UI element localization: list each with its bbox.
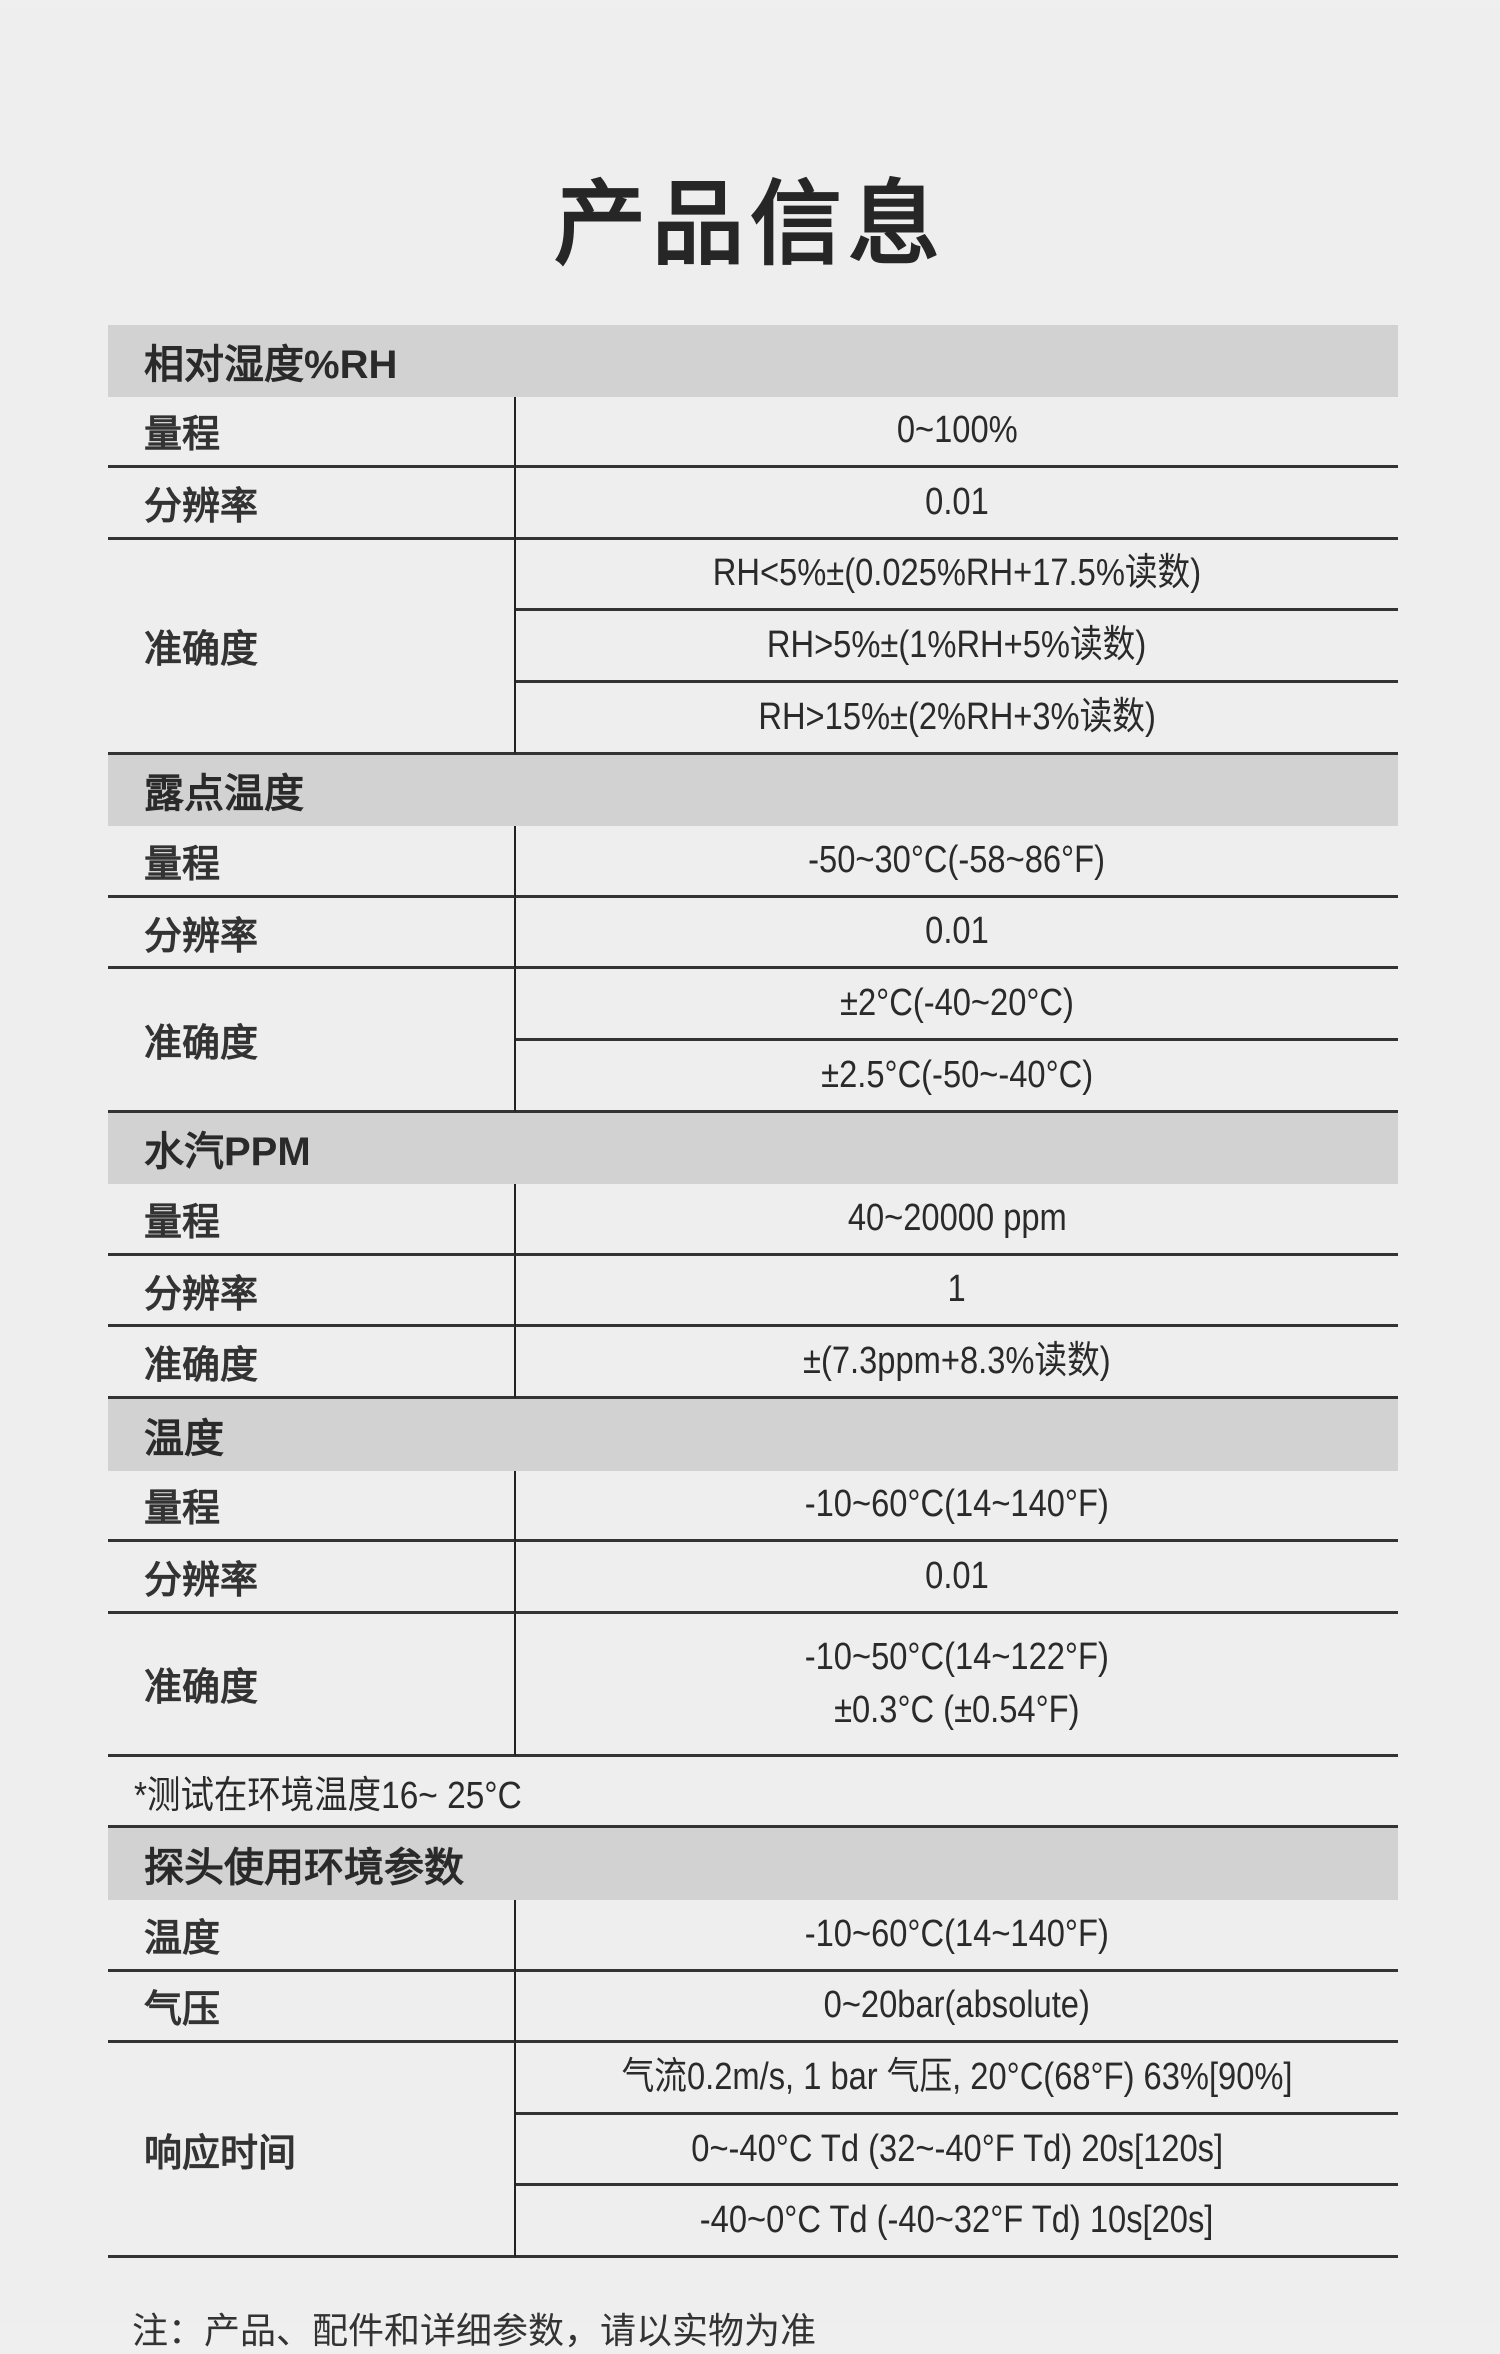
spec-values: -10~50°C(14~122°F) ±0.3°C (±0.54°F) <box>516 1614 1398 1757</box>
spec-value-text: -10~50°C(14~122°F) ±0.3°C (±0.54°F) <box>804 1635 1110 1731</box>
spec-label: 分辨率 <box>108 897 516 970</box>
spec-value: 0.01 <box>516 468 1398 540</box>
spec-row: 响应时间 气流0.2m/s, 1 bar 气压, 20°C(68°F) 63%[9… <box>108 2043 1398 2259</box>
spec-value-text: ±2°C(-40~20°C) <box>840 982 1074 1025</box>
note-text: *测试在环境温度16~ 25°C <box>134 1774 522 1817</box>
spec-values: 1 <box>516 1256 1398 1328</box>
spec-value: 0~100% <box>516 397 1398 469</box>
spec-value-text: 1 <box>947 1268 967 1311</box>
spec-value: 0~20bar(absolute) <box>516 1972 1398 2044</box>
section-heading: 相对湿度%RH <box>108 325 1398 397</box>
spec-value-text: RH<5%±(0.025%RH+17.5%读数) <box>712 552 1202 595</box>
spec-label: 气压 <box>108 1971 516 2044</box>
spec-row: 气压 0~20bar(absolute) <box>108 1971 1398 2044</box>
footer-note: 注：产品、配件和详细参数，请以实物为准 <box>132 2310 817 2351</box>
spec-value: ±2.5°C(-50~-40°C) <box>516 1041 1398 1113</box>
spec-values: ±(7.3ppm+8.3%读数) <box>516 1327 1398 1399</box>
spec-values: 40~20000 ppm <box>516 1184 1398 1256</box>
spec-value-text: 40~20000 ppm <box>847 1196 1067 1239</box>
spec-values: 0~100% <box>516 397 1398 469</box>
spec-label: 分辨率 <box>108 468 516 540</box>
spec-row: 温度 -10~60°C(14~140°F) <box>108 1900 1398 1972</box>
spec-label: 量程 <box>108 1184 516 1256</box>
spec-row: 准确度 RH<5%±(0.025%RH+17.5%读数) RH>5%±(1%RH+5… <box>108 539 1398 755</box>
spec-row: 分辨率 1 <box>108 1255 1398 1328</box>
spec-row: 量程 -50~30°C(-58~86°F) <box>108 826 1398 898</box>
spec-values: 气流0.2m/s, 1 bar 气压, 20°C(68°F) 63%[90%] 0… <box>516 2043 1398 2259</box>
spec-value-text: -50~30°C(-58~86°F) <box>808 838 1106 881</box>
spec-values: 0.01 <box>516 468 1398 540</box>
spec-values: RH<5%±(0.025%RH+17.5%读数) RH>5%±(1%RH+5%读数… <box>516 540 1398 755</box>
spec-value: -10~60°C(14~140°F) <box>516 1471 1398 1543</box>
spec-value-text: RH>15%±(2%RH+3%读数) <box>758 695 1156 738</box>
section-heading: 水汽PPM <box>108 1112 1398 1185</box>
spec-value-text: 0~-40°C Td (32~-40°F Td) 20s[120s] <box>691 2127 1223 2170</box>
section-heading: 探头使用环境参数 <box>108 1828 1398 1901</box>
spec-label: 量程 <box>108 396 516 469</box>
spec-value-text: ±2.5°C(-50~-40°C) <box>820 1053 1094 1096</box>
spec-value: 气流0.2m/s, 1 bar 气压, 20°C(68°F) 63%[90%] <box>516 2043 1398 2115</box>
spec-table: 相对湿度%RH 量程 0~100% 分辨率 0.01 准确度 RH<5%±(0.025%RH… <box>108 325 1398 2259</box>
spec-value-text: -40~0°C Td (-40~32°F Td) 10s[20s] <box>700 2199 1214 2242</box>
spec-value: RH>15%±(2%RH+3%读数) <box>516 683 1398 755</box>
spec-value-text: 0.01 <box>925 910 989 953</box>
spec-label: 量程 <box>108 826 516 898</box>
spec-value-text: -10~60°C(14~140°F) <box>804 1912 1110 1955</box>
spec-row: 量程 0~100% <box>108 396 1398 469</box>
spec-value-text: 气流0.2m/s, 1 bar 气压, 20°C(68°F) 63%[90%] <box>621 2055 1293 2098</box>
spec-value: -10~60°C(14~140°F) <box>516 1900 1398 1972</box>
spec-value: RH>5%±(1%RH+5%读数) <box>516 611 1398 683</box>
spec-label: 准确度 <box>108 1613 516 1757</box>
spec-values: -10~60°C(14~140°F) <box>516 1900 1398 1972</box>
spec-value: 0.01 <box>516 898 1398 970</box>
spec-value-text: -10~60°C(14~140°F) <box>804 1483 1110 1526</box>
spec-values: -50~30°C(-58~86°F) <box>516 826 1398 898</box>
spec-label: 响应时间 <box>108 2043 516 2259</box>
spec-value-text: RH>5%±(1%RH+5%读数) <box>767 624 1147 667</box>
spec-value: 40~20000 ppm <box>516 1184 1398 1256</box>
spec-value: 0.01 <box>516 1542 1398 1614</box>
spec-row: 准确度 -10~50°C(14~122°F) ±0.3°C (±0.54°F) <box>108 1613 1398 1757</box>
spec-value: 1 <box>516 1256 1398 1328</box>
spec-row: 准确度 ±(7.3ppm+8.3%读数) <box>108 1327 1398 1399</box>
spec-row: 量程 -10~60°C(14~140°F) <box>108 1470 1398 1543</box>
spec-value-text: ±(7.3ppm+8.3%读数) <box>803 1340 1111 1383</box>
spec-label: 分辨率 <box>108 1542 516 1614</box>
spec-values: 0~20bar(absolute) <box>516 1972 1398 2044</box>
spec-value: -10~50°C(14~122°F) ±0.3°C (±0.54°F) <box>516 1614 1398 1757</box>
note-row: *测试在环境温度16~ 25°C <box>108 1757 1398 1829</box>
spec-value: ±2°C(-40~20°C) <box>516 969 1398 1041</box>
spec-values: -10~60°C(14~140°F) <box>516 1471 1398 1543</box>
spec-value: -40~0°C Td (-40~32°F Td) 10s[20s] <box>516 2186 1398 2259</box>
spec-values: 0.01 <box>516 1542 1398 1614</box>
spec-label: 量程 <box>108 1470 516 1543</box>
spec-label: 分辨率 <box>108 1255 516 1328</box>
spec-label: 准确度 <box>108 539 516 755</box>
section-heading: 温度 <box>108 1398 1398 1471</box>
spec-value: -50~30°C(-58~86°F) <box>516 826 1398 898</box>
spec-value-text: 0.01 <box>925 1554 989 1597</box>
spec-value: RH<5%±(0.025%RH+17.5%读数) <box>516 540 1398 612</box>
spec-label: 准确度 <box>108 969 516 1113</box>
section-heading: 露点温度 <box>108 754 1398 827</box>
spec-row: 分辨率 0.01 <box>108 1542 1398 1614</box>
spec-label: 准确度 <box>108 1327 516 1399</box>
spec-value-text: 0.01 <box>925 480 989 523</box>
spec-value-text: 0~20bar(absolute) <box>823 1984 1091 2027</box>
spec-values: 0.01 <box>516 898 1398 970</box>
spec-value: 0~-40°C Td (32~-40°F Td) 20s[120s] <box>516 2115 1398 2187</box>
spec-values: ±2°C(-40~20°C) ±2.5°C(-50~-40°C) <box>516 969 1398 1113</box>
spec-row: 分辨率 0.01 <box>108 468 1398 540</box>
spec-row: 准确度 ±2°C(-40~20°C) ±2.5°C(-50~-40°C) <box>108 969 1398 1113</box>
spec-value: ±(7.3ppm+8.3%读数) <box>516 1327 1398 1399</box>
spec-label: 温度 <box>108 1900 516 1972</box>
spec-value-text: 0~100% <box>896 409 1018 452</box>
page-title: 产品信息 <box>553 174 946 276</box>
spec-row: 分辨率 0.01 <box>108 897 1398 970</box>
spec-row: 量程 40~20000 ppm <box>108 1184 1398 1256</box>
